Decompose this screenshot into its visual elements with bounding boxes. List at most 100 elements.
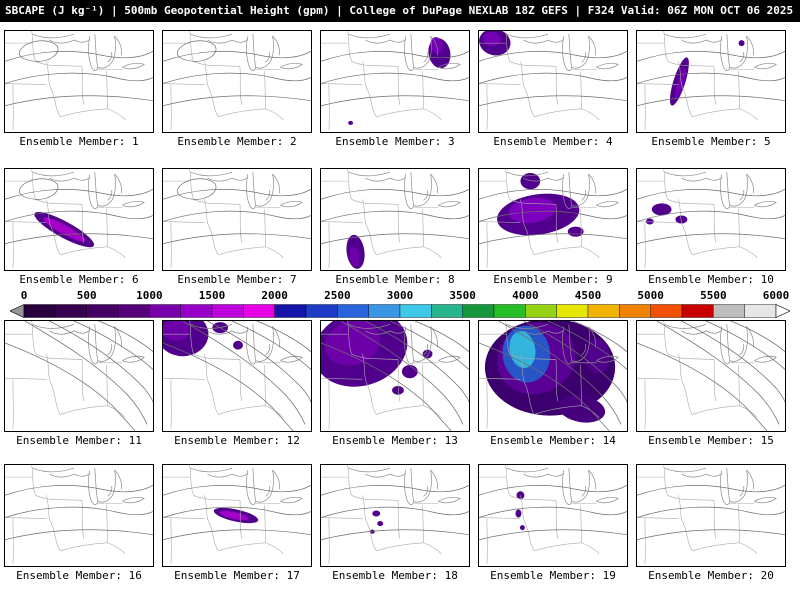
colorbar-tick-label: 5500 [700, 289, 727, 302]
height-contours-layer [479, 484, 627, 541]
height-contours-layer [321, 50, 469, 107]
ensemble-panel-20 [636, 464, 786, 567]
cape-fill-layer [346, 234, 365, 269]
ensemble-map-15 [637, 321, 785, 431]
colorbar-segment [681, 304, 714, 318]
colorbar-tick-label: 4000 [512, 289, 539, 302]
height-contours-layer [479, 188, 627, 245]
ensemble-member-label: Ensemble Member: 18 [332, 569, 458, 582]
ensemble-member-label: Ensemble Member: 17 [174, 569, 300, 582]
lakes-layer [348, 467, 461, 505]
ensemble-map-9 [479, 169, 627, 269]
colorbar-segment [55, 304, 87, 318]
colorbar-segment [86, 304, 119, 318]
ensemble-map-17 [163, 465, 311, 565]
cape-fill-layer [213, 507, 259, 524]
cape-colorbar: 0 500 1000 1500 2000 2500 3000 3500 4000 4500 5000… [10, 289, 790, 322]
ensemble-cell-16: Ensemble Member: 16 [4, 464, 154, 582]
ensemble-member-label: Ensemble Member: 20 [648, 569, 774, 582]
ensemble-panel-7 [162, 168, 312, 271]
ensemble-panel-9 [478, 168, 628, 271]
height-contours-layer [5, 178, 153, 245]
ensemble-panel-1 [4, 30, 154, 133]
colorbar-segment [180, 304, 213, 318]
ensemble-cell-6: Ensemble Member: 6 [4, 168, 154, 286]
cape-fill-layer [479, 31, 511, 56]
colorbar-tick-label: 3000 [386, 289, 414, 302]
lakes-layer [32, 467, 145, 505]
state-borders-layer [163, 321, 284, 429]
lakes-layer [190, 323, 303, 365]
ensemble-map-2 [163, 31, 311, 131]
colorbar-segment [305, 304, 338, 318]
state-borders-layer [637, 465, 758, 565]
ensemble-member-label: Ensemble Member: 8 [335, 273, 455, 286]
height-contours-layer [163, 321, 311, 431]
state-borders-layer [163, 169, 284, 269]
ensemble-member-label: Ensemble Member: 4 [493, 135, 613, 148]
ensemble-row-4: Ensemble Member: 16 Ensemble Member: 17 En… [4, 464, 796, 582]
ensemble-map-8 [321, 169, 469, 269]
state-borders-layer [5, 31, 126, 131]
cape-fill-layer [515, 491, 525, 531]
lakes-layer [664, 323, 777, 365]
ensemble-cell-4: Ensemble Member: 4 [478, 30, 628, 148]
ensemble-map-12 [163, 321, 311, 431]
colorbar-segment [274, 304, 307, 318]
cape-fill-layer [669, 40, 745, 106]
state-borders-layer [163, 465, 284, 565]
state-borders-layer [5, 169, 126, 269]
ensemble-member-label: Ensemble Member: 16 [16, 569, 142, 582]
lakes-layer [506, 171, 619, 209]
height-contours-layer [163, 178, 311, 245]
ensemble-map-13 [321, 321, 469, 431]
product-title: SBCAPE (J kg⁻¹) | 500mb Geopotential Hei… [0, 0, 800, 22]
height-contours-layer [5, 321, 153, 431]
ensemble-map-19 [479, 465, 627, 565]
ensemble-map-14 [479, 321, 627, 431]
state-borders-layer [321, 169, 442, 269]
ensemble-map-11 [5, 321, 153, 431]
lakes-layer [664, 467, 777, 505]
ensemble-panel-2 [162, 30, 312, 133]
colorbar-tick-label: 3500 [449, 289, 476, 302]
colorbar-tick-label: 2500 [324, 289, 351, 302]
colorbar-segment [462, 304, 495, 318]
colorbar-tick-label: 1500 [198, 289, 226, 302]
ensemble-cell-18: Ensemble Member: 18 [320, 464, 470, 582]
ensemble-cell-19: Ensemble Member: 19 [478, 464, 628, 582]
colorbar-segment [337, 304, 369, 318]
lakes-layer [506, 467, 619, 505]
state-borders-layer [321, 465, 442, 565]
colorbar-segment [211, 304, 244, 318]
colorbar-tick-label: 0 [20, 289, 28, 302]
state-borders-layer [5, 321, 126, 429]
ensemble-panel-6 [4, 168, 154, 271]
colorbar-segment [368, 304, 401, 318]
colorbar-tick-label: 500 [76, 289, 97, 302]
ensemble-cell-17: Ensemble Member: 17 [162, 464, 312, 582]
height-contours-layer [637, 50, 785, 107]
ensemble-row-2: Ensemble Member: 6 Ensemble Member: 7 Ense… [4, 168, 796, 286]
lakes-layer [506, 33, 619, 71]
cape-fill-layer [369, 510, 384, 534]
colorbar-tick-label: 5000 [637, 289, 664, 302]
colorbar-segment [399, 304, 432, 318]
height-contours-layer [637, 321, 785, 431]
ensemble-panel-8 [320, 168, 470, 271]
ensemble-cell-13: Ensemble Member: 13 [320, 320, 470, 447]
ensemble-cell-15: Ensemble Member: 15 [636, 320, 786, 447]
ensemble-member-label: Ensemble Member: 3 [335, 135, 455, 148]
colorbar-segment [556, 304, 589, 318]
ensemble-cell-1: Ensemble Member: 1 [4, 30, 154, 148]
ensemble-member-label: Ensemble Member: 19 [490, 569, 616, 582]
colorbar-segment [619, 304, 651, 318]
height-contours-layer [163, 40, 311, 107]
ensemble-member-label: Ensemble Member: 14 [490, 434, 616, 447]
ensemble-member-label: Ensemble Member: 5 [651, 135, 771, 148]
ensemble-member-label: Ensemble Member: 15 [648, 434, 774, 447]
ensemble-panel-5 [636, 30, 786, 133]
lakes-layer [348, 171, 461, 209]
ensemble-panel-17 [162, 464, 312, 567]
ensemble-member-label: Ensemble Member: 12 [174, 434, 300, 447]
